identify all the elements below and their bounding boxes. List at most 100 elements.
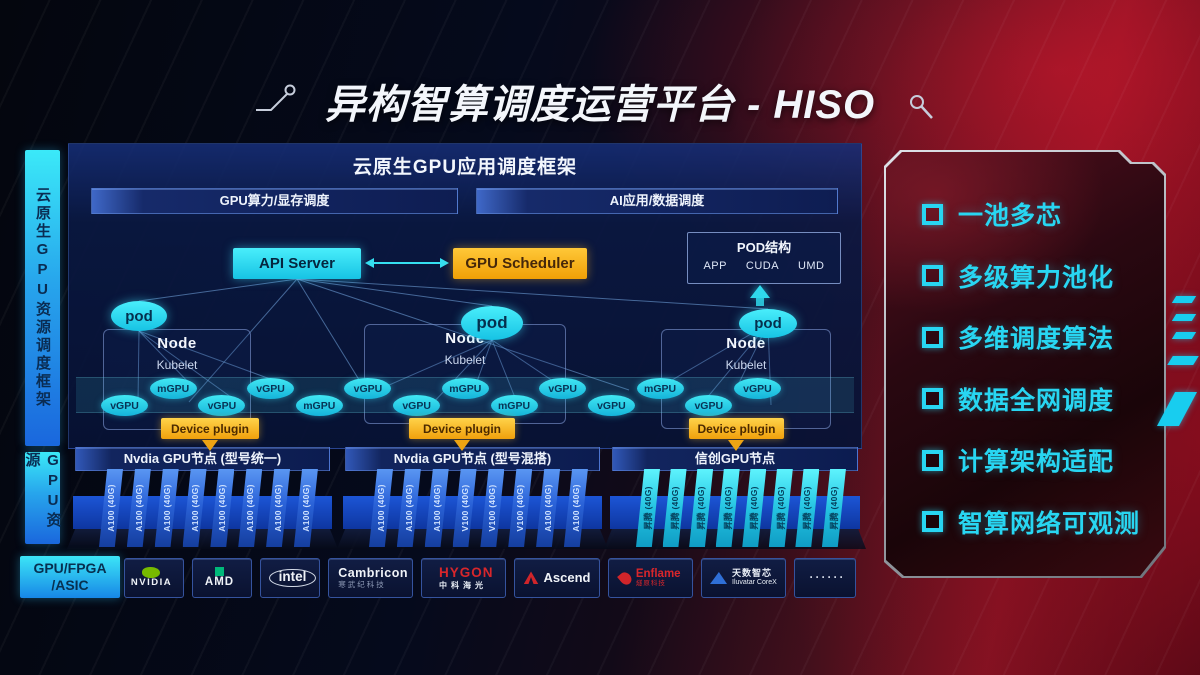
- gpu-card-label: A100 (40G): [543, 484, 554, 532]
- gpu-node-group-mixed: Nvdia GPU节点 (型号混搭) A100 (40G) A100 (40G) A…: [337, 447, 608, 553]
- pod-layer-label: CUDA: [745, 260, 780, 272]
- feature-label: 多维调度算法: [958, 325, 1115, 354]
- pod-structure-layers: APP CUDA UMD: [688, 260, 840, 272]
- device-plugin-box-1: Device plugin: [161, 418, 259, 439]
- feature-panel: 一池多芯 多级算力池化 多维调度算法 数据全网调度: [884, 150, 1166, 578]
- gpu-card: 昇腾 (40G): [636, 469, 660, 547]
- gpu-card-label: 昇腾 (40G): [749, 486, 760, 530]
- page-title: 异构智算调度运营平台 - HISO: [324, 83, 876, 127]
- vendor-logo-mark-icon: [523, 571, 539, 585]
- kubelet-label: Kubelet: [444, 353, 486, 367]
- feature-item: 计算架构适配: [922, 442, 1146, 478]
- gpu-card: V100 (40G): [453, 469, 477, 547]
- gpu-instance-ellipse: vGPU: [247, 378, 295, 399]
- gpu-card: V100 (40G): [480, 469, 504, 547]
- device-plugin-arrow-1: [202, 440, 218, 451]
- vendor-logo: intel: [260, 558, 320, 598]
- node-label: Node: [157, 335, 197, 352]
- feature-item: 数据全网调度: [922, 381, 1146, 417]
- gpu-instance-ellipse: vGPU: [587, 395, 635, 416]
- square-bullet-icon: [922, 388, 943, 409]
- gpu-card: A100 (40G): [369, 469, 393, 547]
- gpu-card: A100 (40G): [99, 469, 123, 547]
- vendor-logo: ······: [794, 558, 857, 598]
- gpu-instance-ellipse: vGPU: [733, 378, 781, 399]
- gpu-card: A100 (40G): [294, 469, 318, 547]
- vendor-logo: Enflame 燧原科技: [607, 558, 693, 598]
- feature-label: 数据全网调度: [958, 386, 1115, 415]
- vendor-subtitle: 寒武纪科技: [338, 580, 386, 590]
- feature-label: 一池多芯: [958, 202, 1063, 230]
- gpu-card-label: A100 (40G): [273, 484, 284, 532]
- hardware-category-box: GPU/FPGA /ASIC: [20, 556, 120, 598]
- vendor-name: AMD: [204, 576, 235, 589]
- gpu-card: 昇腾 (40G): [716, 469, 740, 547]
- sidebar-framework-label: 云原生GPU资源调度框架: [34, 187, 51, 409]
- feature-list: 一池多芯 多级算力池化 多维调度算法 数据全网调度: [922, 196, 1146, 540]
- gpu-instance-ellipse: vGPU: [344, 378, 392, 399]
- vendor-logo-row: NVIDIA AMD intel Cambricon 寒武纪科技: [124, 558, 857, 598]
- sidebar-framework-bar: 云原生GPU资源调度框架: [25, 150, 60, 446]
- gpu-instance-row: vGPU mGPU vGPU vGPU mGPU vGPU vGPU mGPU mGPU vGPU…: [101, 378, 781, 420]
- gpu-instance-ellipse: mGPU: [636, 378, 684, 399]
- gpu-card-label: 昇腾 (40G): [828, 486, 839, 530]
- gpu-card-label: A100 (40G): [570, 484, 581, 532]
- pod-ellipse-2: pod: [461, 306, 523, 340]
- gpu-card-label: V100 (40G): [515, 484, 526, 532]
- gpu-card-stack: A100 (40G) A100 (40G) A100 (40G) A100 (40G)…: [99, 469, 318, 551]
- gpu-card-label: A100 (40G): [106, 484, 116, 532]
- feature-item: 一池多芯: [922, 196, 1146, 232]
- feature-label: 计算架构适配: [958, 448, 1115, 477]
- gpu-card: A100 (40G): [183, 469, 207, 547]
- gpu-card: A100 (40G): [155, 469, 179, 547]
- pod-ellipse-3: pod: [739, 309, 797, 338]
- vendor-subtitle: 中科海光: [439, 580, 488, 590]
- gpu-node-group-header: Nvdia GPU节点 (型号混搭): [345, 447, 600, 471]
- square-bullet-icon: [922, 265, 943, 286]
- feature-panel-inner: 一池多芯 多级算力池化 多维调度算法 数据全网调度: [886, 152, 1164, 576]
- gpu-card: 昇腾 (40G): [822, 469, 846, 547]
- hardware-category-line1: GPU/FPGA: [33, 559, 107, 576]
- gpu-card-label: V100 (40G): [459, 484, 470, 532]
- gpu-scheduler-box: GPU Scheduler: [453, 248, 587, 279]
- gpu-card: 昇腾 (40G): [689, 469, 713, 547]
- vendor-logo-mark-icon: [142, 567, 161, 579]
- pod-ellipse-1: pod: [111, 301, 167, 331]
- magnifier-icon: [910, 95, 933, 119]
- gpu-card-label: 昇腾 (40G): [696, 486, 707, 530]
- gpu-instance-ellipse: vGPU: [539, 378, 587, 399]
- gpu-node-group-domestic: 信创GPU节点 昇腾 (40G) 昇腾 (40G) 昇腾 (40G) 昇腾 (40G)…: [604, 447, 866, 553]
- gpu-card: A100 (40G): [210, 469, 234, 547]
- gpu-node-group-header: 信创GPU节点: [612, 447, 858, 471]
- slash-decoration: [1171, 314, 1197, 321]
- gpu-card: 昇腾 (40G): [769, 469, 793, 547]
- gpu-card-label: A100 (40G): [133, 484, 144, 532]
- feature-label: 智算网络可观测: [958, 509, 1141, 538]
- feature-item: 智算网络可观测: [922, 504, 1146, 540]
- gpu-card: A100 (40G): [238, 469, 262, 547]
- vendor-name: 天数智芯: [732, 567, 773, 578]
- gpu-card-label: A100 (40G): [161, 484, 172, 532]
- gpu-instance-ellipse: mGPU: [295, 395, 343, 416]
- gpu-node-group-uniform: Nvdia GPU节点 (型号统一) A100 (40G) A100 (40G) A…: [67, 447, 338, 553]
- vendor-name: Enflame: [635, 567, 681, 580]
- feature-item: 多级算力池化: [922, 258, 1146, 294]
- vendor-logo-mark-icon: [214, 567, 224, 577]
- vendor-logo: Cambricon 寒武纪科技: [328, 558, 414, 598]
- gpu-card-label: 昇腾 (40G): [643, 486, 653, 530]
- api-server-box: API Server: [233, 248, 361, 279]
- gpu-card-label: 昇腾 (40G): [802, 486, 813, 530]
- vendor-name: Cambricon: [338, 565, 408, 580]
- gpu-compute-scheduling-bar: GPU算力/显存调度: [91, 188, 458, 214]
- gpu-card-label: A100 (40G): [300, 484, 311, 532]
- pod-layer-label: UMD: [797, 260, 825, 272]
- node-label: Node: [726, 335, 766, 352]
- vendor-name: ······: [809, 570, 846, 585]
- feature-item: 多维调度算法: [922, 319, 1146, 355]
- framework-panel: 云原生GPU应用调度框架 GPU算力/显存调度 AI应用/数据调度: [68, 143, 862, 451]
- gpu-card: 昇腾 (40G): [742, 469, 766, 547]
- sidebar-gpu-resource-label: GPU资源: [23, 452, 62, 530]
- kubelet-label: Kubelet: [725, 358, 767, 372]
- gpu-card: 昇腾 (40G): [795, 469, 819, 547]
- vendor-subtitle: Iluvatar CoreX: [732, 578, 777, 586]
